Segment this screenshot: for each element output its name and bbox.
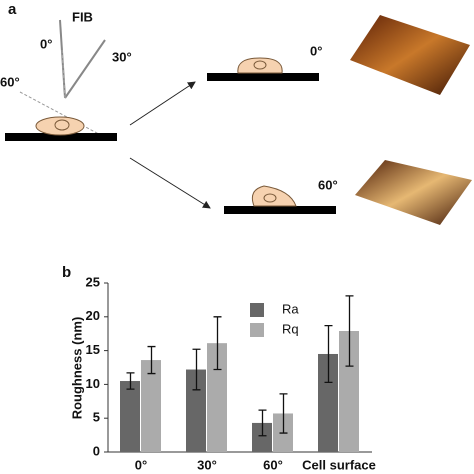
y-tick-label: 5 — [93, 410, 100, 425]
x-tick-label: Cell surface — [302, 457, 376, 472]
legend-swatch — [250, 323, 264, 337]
angle-label: 0° — [310, 43, 322, 58]
error-bar — [126, 372, 135, 390]
x-tick-label: 0° — [135, 457, 147, 472]
error-bar — [345, 295, 354, 367]
panel-label: b — [62, 264, 71, 281]
panel-label: a — [8, 1, 17, 18]
legend-label: Rq — [282, 321, 299, 336]
legend-label: Ra — [282, 301, 299, 316]
panel-a-drawing — [5, 15, 472, 225]
angle-label: 30° — [112, 49, 132, 64]
beam-label: FIB — [72, 9, 93, 24]
angle-label: 60° — [0, 74, 20, 89]
y-tick-label: 25 — [86, 274, 100, 289]
error-bar — [147, 345, 156, 375]
y-tick-label: 10 — [86, 376, 100, 391]
error-bar — [324, 324, 333, 384]
angle-label: 0° — [40, 36, 52, 51]
bar — [141, 360, 161, 452]
bar — [318, 353, 338, 452]
error-bar — [213, 316, 222, 371]
bar — [207, 343, 227, 452]
y-tick-label: 20 — [86, 308, 100, 323]
y-tick-label: 0 — [93, 443, 100, 458]
y-tick-label: 15 — [86, 342, 100, 357]
y-axis-label: Roughness (nm) — [69, 317, 84, 420]
bar — [120, 381, 140, 452]
x-tick-label: 60° — [263, 457, 283, 472]
error-bar — [279, 393, 288, 434]
bar — [339, 330, 359, 452]
bar — [186, 369, 206, 452]
angle-label: 60° — [318, 177, 338, 192]
error-bar — [192, 348, 201, 391]
legend-swatch — [250, 303, 264, 317]
bar — [252, 422, 272, 452]
x-tick-label: 30° — [197, 457, 217, 472]
error-bar — [258, 409, 267, 437]
